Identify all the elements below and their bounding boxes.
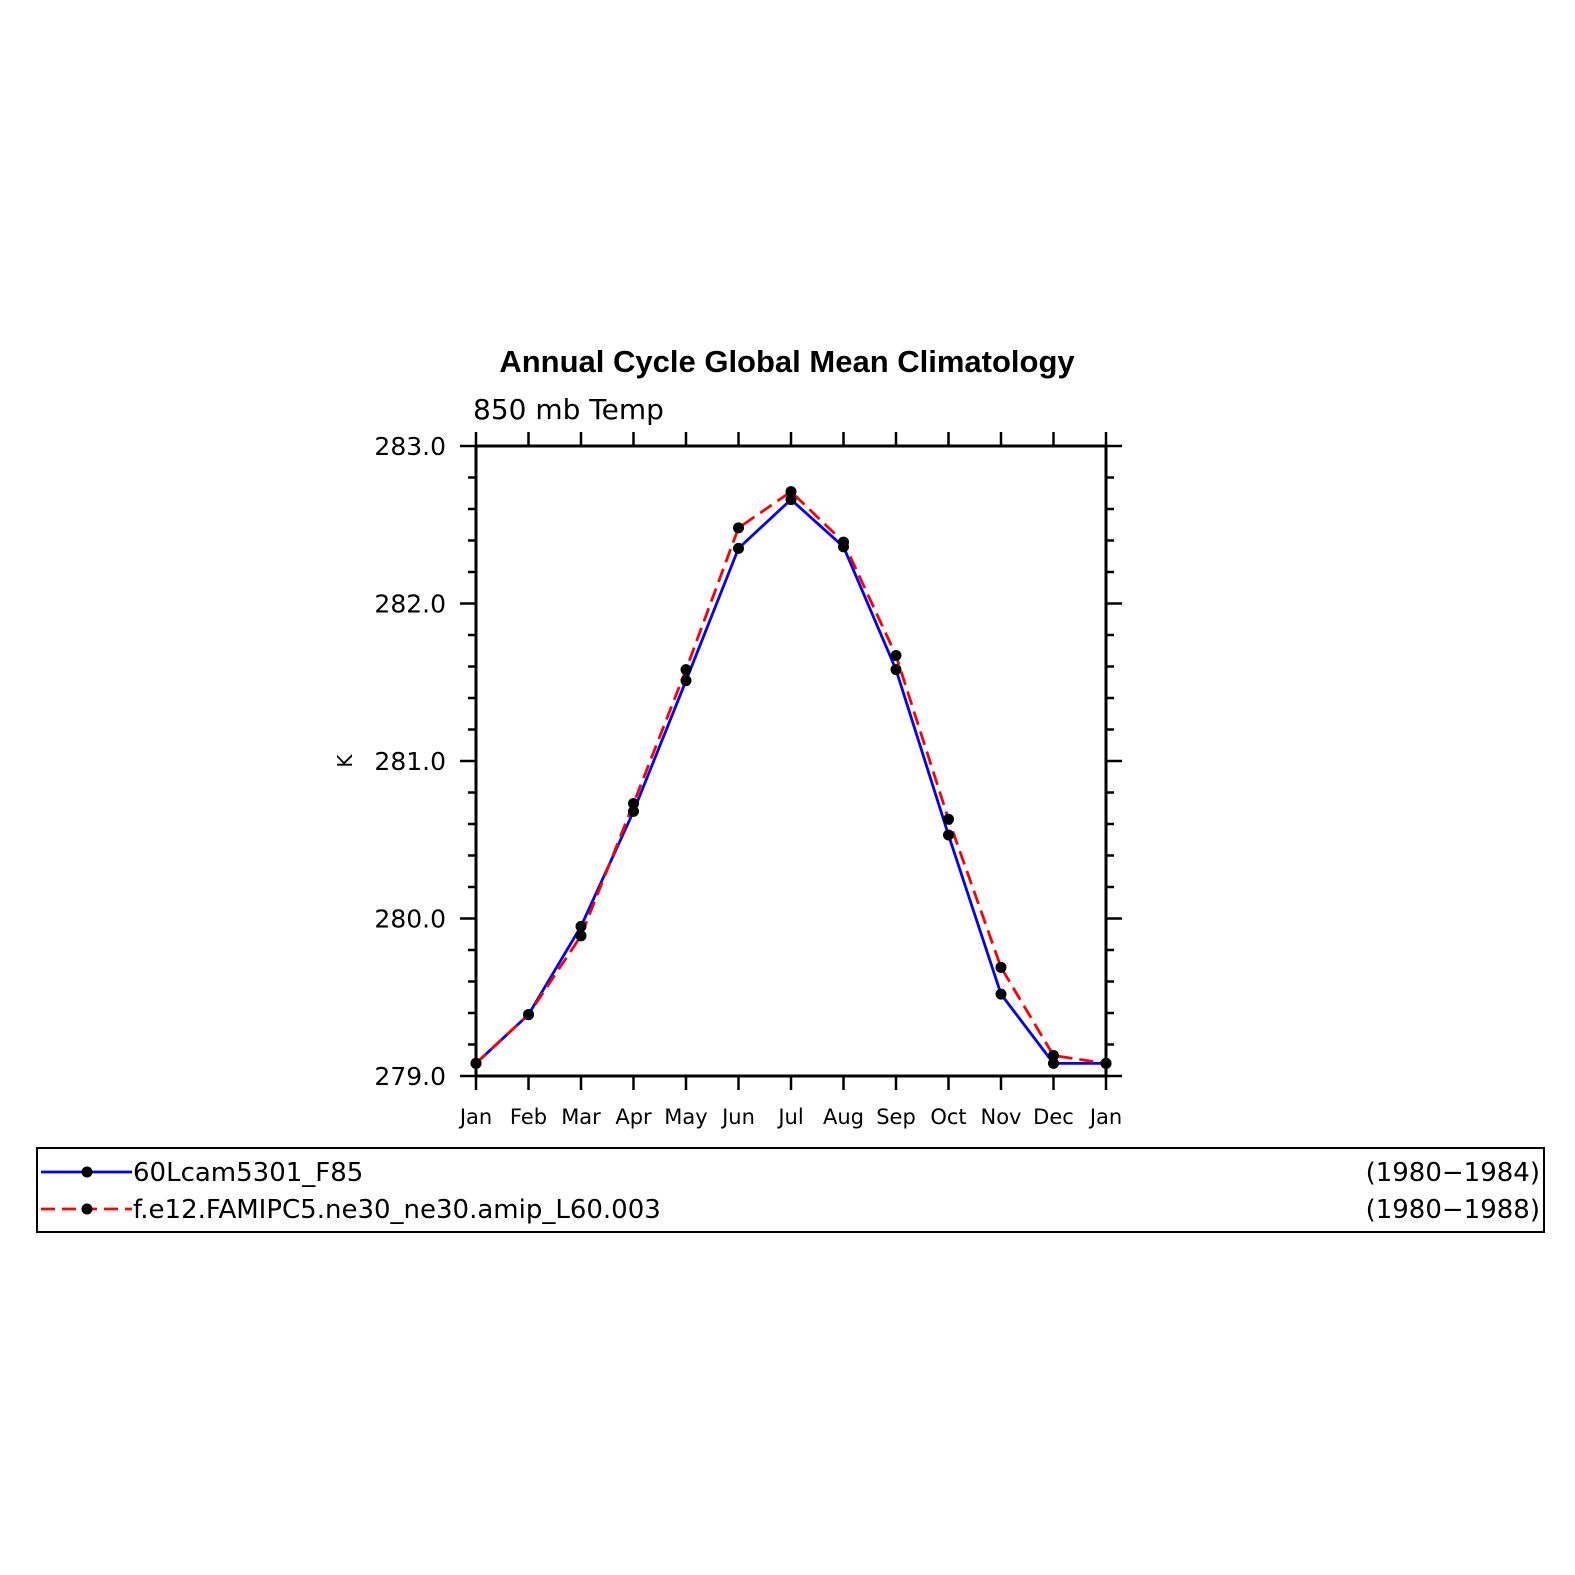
legend-label-1: 60Lcam5301_F85 <box>133 1158 363 1188</box>
x-tick-label: Feb <box>510 1105 547 1129</box>
data-point <box>1048 1057 1059 1069</box>
data-point <box>733 542 744 554</box>
data-point <box>733 522 744 534</box>
y-tick-label: 283.0 <box>374 432 446 461</box>
data-point <box>628 798 639 810</box>
x-tick-label: Apr <box>615 1105 652 1129</box>
chart-subtitle: 850 mb Temp <box>473 393 664 426</box>
data-point <box>838 536 849 548</box>
data-point <box>943 829 954 841</box>
y-tick-label: 282.0 <box>374 590 446 619</box>
data-point <box>680 664 692 676</box>
data-point <box>890 649 902 661</box>
data-point <box>680 675 692 687</box>
series-markers <box>470 486 1112 1069</box>
data-point <box>470 1057 482 1069</box>
legend: 60Lcam5301_F85 (1980−1984) f.e12.FAMIPC5.n… <box>36 1147 1545 1233</box>
x-tick-label: Sep <box>876 1105 916 1129</box>
legend-period-2: (1980−1988) <box>1366 1195 1540 1225</box>
plot-area <box>474 444 1108 1078</box>
legend-box <box>36 1147 1545 1233</box>
x-tick-label: May <box>664 1105 707 1129</box>
y-tick-label: 281.0 <box>374 747 446 776</box>
x-tick-label: Jan <box>1088 1105 1122 1129</box>
legend-label-2: f.e12.FAMIPC5.ne30_ne30.amip_L60.003 <box>133 1195 661 1225</box>
plot-frame <box>474 444 1108 1078</box>
legend-period-1: (1980−1984) <box>1366 1158 1540 1188</box>
data-point <box>575 930 587 942</box>
data-point <box>943 813 954 825</box>
data-point <box>1048 1050 1059 1062</box>
x-tick-label: Jan <box>458 1105 492 1129</box>
data-point <box>523 1009 534 1021</box>
data-point <box>785 486 797 498</box>
x-tick-label: Mar <box>561 1105 601 1129</box>
legend-marker-1 <box>81 1166 93 1178</box>
series-line-2 <box>475 490 1107 1065</box>
data-point <box>890 664 902 676</box>
y-tick-label: 280.0 <box>374 905 446 934</box>
x-tick-labels: Jan Feb Mar Apr May Jun Jul Aug Sep Oct Nov Dec Jan <box>458 1105 1122 1129</box>
x-tick-label: Oct <box>930 1105 966 1129</box>
series-line-1 <box>475 498 1106 1065</box>
y-axis-label: K <box>333 754 357 768</box>
data-point <box>995 961 1007 973</box>
y-tick-labels: 279.0 280.0 281.0 282.0 283.0 <box>374 432 446 1091</box>
data-point <box>995 988 1007 1000</box>
data-point <box>785 494 797 506</box>
x-tick-label: Jun <box>720 1105 755 1129</box>
x-tick-label: Jul <box>776 1105 803 1129</box>
legend-marker-2 <box>81 1203 93 1215</box>
series-lines <box>475 490 1107 1065</box>
chart-title: Annual Cycle Global Mean Climatology <box>499 344 1075 379</box>
y-tick-label: 279.0 <box>374 1062 446 1091</box>
data-point <box>1100 1057 1112 1069</box>
x-tick-label: Aug <box>823 1105 864 1129</box>
data-point <box>628 805 639 817</box>
axis-ticks <box>460 432 1122 1090</box>
data-point <box>575 920 587 932</box>
x-tick-label: Nov <box>981 1105 1022 1129</box>
x-tick-label: Dec <box>1033 1105 1074 1129</box>
